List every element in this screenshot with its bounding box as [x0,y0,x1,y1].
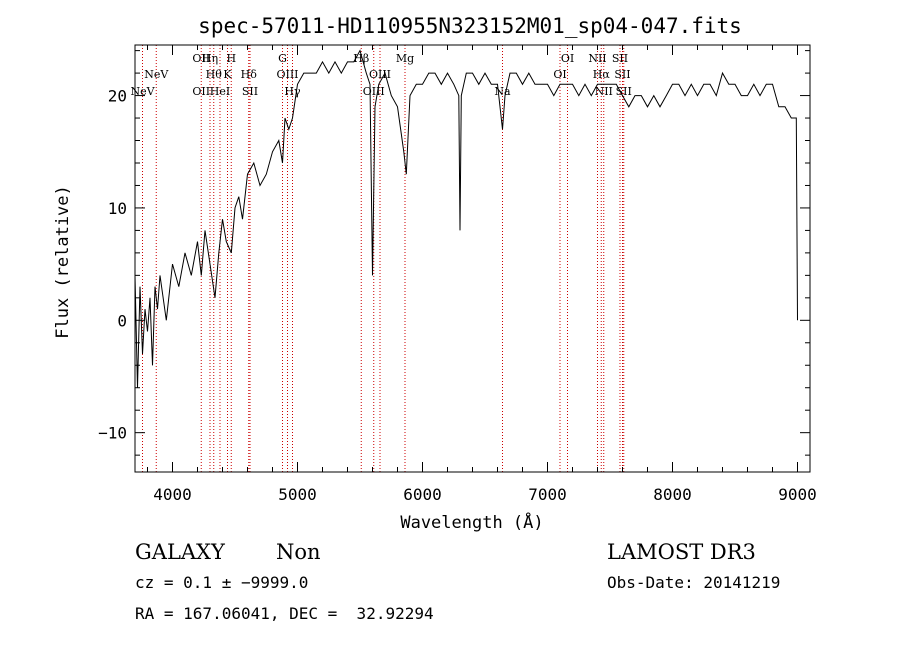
y-tick-label-0: 0 [117,311,127,330]
class-label: GALAXY [135,540,226,564]
y-axis-label: Flux (relative) [53,185,73,339]
x-tick-label-6000: 6000 [403,485,442,504]
line-label-6: HeI [210,85,230,98]
line-label-24: SII [612,52,628,65]
line-label-22: Hα [593,68,611,81]
line-label-23: NII [595,85,613,98]
x-axis: 4000 5000 6000 7000 8000 9000 [147,45,817,504]
line-label-7: K [223,68,232,81]
line-label-4: Hη [202,52,218,65]
plot-frame [134,44,811,473]
x-tick-label-4000: 4000 [153,485,192,504]
line-label-25: SII [614,68,630,81]
chart-title: spec-57011-HD110955N323152M01_sp04-047.f… [198,14,742,38]
line-label-13: Hγ [284,85,301,98]
line-label-15: OIII [363,85,385,98]
line-label-3: OII [192,85,210,98]
x-tick-label-8000: 8000 [653,485,692,504]
y-tick-label--10: −10 [98,424,127,443]
y-tick-label-20: 20 [108,87,127,106]
line-label-21: NII [588,52,606,65]
line-label-19: OI [553,68,566,81]
x-axis-label: Wavelength (Å) [400,511,543,533]
x-tick-label-9000: 9000 [778,485,817,504]
line-label-0: NeV [130,85,155,98]
line-label-8: H [226,52,236,65]
line-label-10: SII [242,85,258,98]
line-label-16: OIII [369,68,391,81]
obs-date-readout: Obs-Date: 20141219 [607,573,780,592]
cz-readout: cz = 0.1 ± −9999.0 [135,573,308,592]
subclass-label: Non [276,540,321,564]
line-label-1: NeV [144,68,169,81]
spectrum-line [134,49,798,388]
y-tick-label-10: 10 [108,199,127,218]
y-axis: −10 0 10 20 [98,50,810,456]
radec-readout: RA = 167.06041, DEC = 32.92294 [135,604,434,623]
emission-line-markers [142,45,625,472]
line-label-2: OII [192,52,210,65]
line-label-20: OI [561,52,574,65]
x-tick-label-5000: 5000 [278,485,317,504]
line-label-18: Na [494,85,511,98]
emission-line-labels: NeVNeVOIIOIIHηHθHeIKHHδSIIGOIIIHγHβOIIIO… [130,52,631,98]
line-label-12: OIII [276,68,298,81]
line-label-26: SII [616,85,632,98]
x-tick-label-7000: 7000 [528,485,567,504]
line-label-9: Hδ [241,68,258,81]
line-label-11: G [278,52,287,65]
survey-label: LAMOST DR3 [607,540,756,564]
line-label-17: Mg [396,52,414,65]
line-label-5: Hθ [206,68,223,81]
